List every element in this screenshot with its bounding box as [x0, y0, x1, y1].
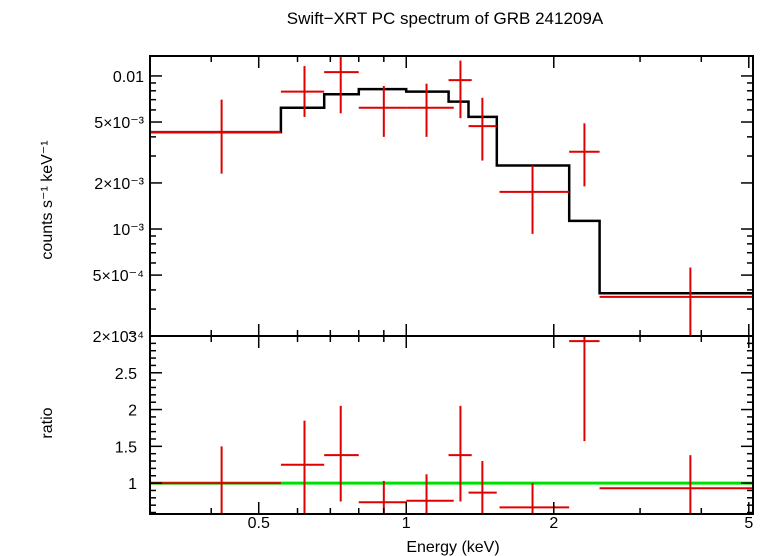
y-tick-label: 2.5	[115, 366, 137, 383]
y-tick-label: 10⁻³	[112, 222, 144, 239]
y-axis-label-ratio: ratio	[39, 407, 56, 438]
ratio-panel: 0.5 1 2 5 1 1.5 2 2.5 3	[115, 329, 754, 532]
y-tick-label: 5×10⁻³	[94, 115, 144, 132]
y-tick-label: 3	[128, 329, 137, 346]
y-tick-label: 0.01	[113, 69, 144, 86]
x-tick-label: 2	[549, 515, 558, 532]
x-tick-label: 5	[744, 515, 753, 532]
x-tick-label: 1	[402, 515, 411, 532]
y-tick-label: 1	[128, 476, 137, 493]
chart-title: Swift−XRT PC spectrum of GRB 241209A	[287, 9, 604, 28]
x-axis-label: Energy (keV)	[406, 539, 499, 556]
y-tick-label: 2×10⁻⁴	[93, 329, 144, 346]
y-tick-label: 2×10⁻³	[94, 176, 144, 193]
spectrum-panel: 0.01 5×10⁻³ 2×10⁻³ 10⁻³ 5×10⁻⁴ 2×10⁻⁴	[93, 55, 754, 346]
y-tick-label: 1.5	[115, 439, 137, 456]
model-histogram	[150, 87, 753, 295]
x-tick-label: 0.5	[248, 515, 270, 532]
y-tick-label: 2	[128, 403, 137, 420]
y-tick-label: 5×10⁻⁴	[93, 268, 144, 285]
y-axis-label-spectrum: counts s⁻¹ keV⁻¹	[39, 140, 56, 259]
